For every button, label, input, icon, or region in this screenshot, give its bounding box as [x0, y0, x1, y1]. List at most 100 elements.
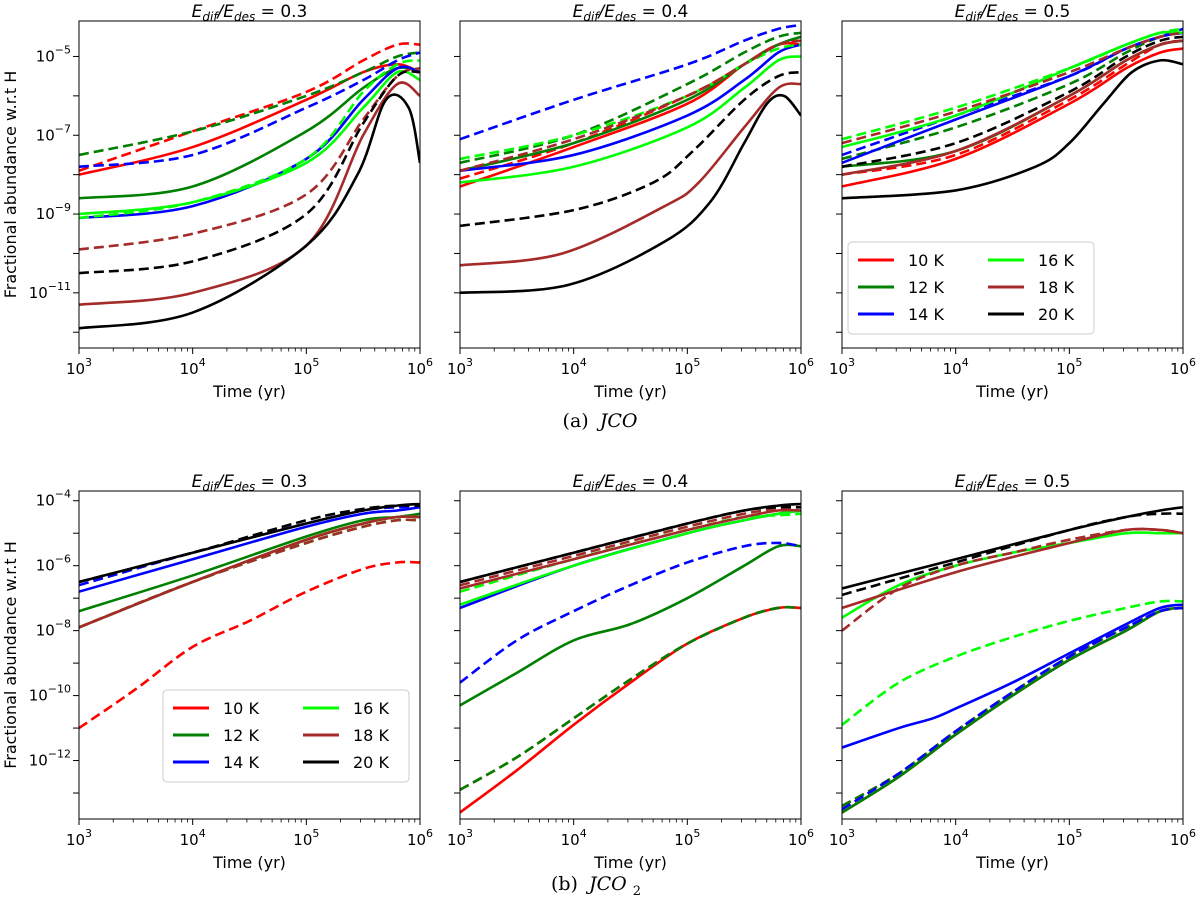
y-axis-label: Fractional abundance w.r.t H: [1, 71, 20, 299]
legend-label: 10 K: [908, 251, 944, 270]
plot-area: [460, 502, 801, 814]
x-tick-label: 105: [293, 827, 319, 849]
legend-label: 14 K: [908, 305, 944, 324]
x-axis-label: Time (yr): [212, 382, 286, 401]
caption-b-sub: 2: [633, 884, 641, 899]
series-line-20K-solid: [842, 505, 1183, 590]
series-line-20K-dashed: [842, 512, 1183, 597]
plot-area: [79, 42, 420, 330]
series-line-14K-solid: [842, 603, 1183, 749]
x-tick-label: 106: [1170, 827, 1196, 849]
x-axis-label: Time (yr): [975, 382, 1049, 401]
series-line-12K-dashed: [79, 51, 420, 157]
legend-label: 14 K: [223, 753, 259, 772]
legend-box: [162, 689, 410, 783]
series-line-14K-solid: [842, 31, 1183, 165]
plot-area: [460, 23, 801, 295]
caption-a-main: JCO: [596, 410, 638, 432]
series-line-10K-solid: [79, 63, 420, 176]
y-tick-label: 10−9: [36, 201, 71, 223]
legend: 10 K 12 K 14 K 16 K 18 K 20 K: [162, 689, 410, 783]
series-line-12K-dashed: [842, 31, 1183, 161]
caption-b-main: JCO: [585, 873, 627, 895]
chart-panel-a-3: 103 104 105 106 Time (yr) Edif/Edes = 0.5 10 K…: [829, 2, 1196, 401]
plot-area: [842, 27, 1183, 200]
axes-frame: [459, 20, 802, 349]
caption-b: (b) JCO 2: [551, 873, 641, 899]
x-tick-label: 105: [674, 356, 700, 378]
series-line-16K-dashed: [460, 512, 801, 593]
series-line-18K-solid: [842, 39, 1183, 176]
x-tick-label: 105: [1056, 356, 1082, 378]
series-line-20K-solid: [842, 58, 1183, 200]
series-line-16K-dashed: [842, 599, 1183, 726]
x-tick-label: 103: [66, 356, 92, 378]
series-line-20K-dashed: [460, 505, 801, 584]
caption-b-prefix: (b): [551, 873, 578, 895]
series-line-16K-dashed: [842, 27, 1183, 141]
x-tick-label: 104: [943, 356, 969, 378]
series-line-16K-solid: [842, 531, 1183, 619]
y-tick-label: 10−4: [36, 488, 71, 510]
axes-frame: [78, 20, 421, 349]
series-line-10K-dashed: [79, 42, 420, 172]
x-tick-label: 105: [293, 356, 319, 378]
series-line-12K-solid: [842, 606, 1183, 814]
x-tick-label: 103: [829, 827, 855, 849]
chart-title: Edif/Edes = 0.5: [955, 472, 1071, 494]
x-axis-label: Time (yr): [212, 853, 286, 872]
x-tick-label: 106: [407, 356, 433, 378]
series-line-18K-solid: [79, 81, 420, 306]
series-line-18K-dashed: [842, 31, 1183, 145]
series-line-18K-dashed: [79, 518, 420, 629]
series-line-20K-dashed: [842, 35, 1183, 169]
chart-panel-b-2: 103 104 105 106 Time (yr) Edif/Edes = 0.4: [447, 472, 814, 872]
legend-label: 16 K: [353, 699, 389, 718]
series-line-10K-dashed: [842, 39, 1183, 176]
series-line-14K-dashed: [460, 23, 801, 141]
chart-panel-b-1: 103 104 105 106 10−12 10−10 10−8 10−6 10−4 Time (…: [1, 472, 433, 872]
x-tick-label: 103: [447, 356, 473, 378]
series-line-14K-solid: [460, 509, 801, 610]
series-line-12K-dashed: [79, 518, 420, 629]
series-line-20K-dashed: [460, 70, 801, 228]
series-line-18K-solid: [460, 82, 801, 267]
chart-panel-b-3: 103 104 105 106 Time (yr) Edif/Edes = 0.5: [829, 472, 1196, 872]
series-line-16K-dashed: [79, 59, 420, 220]
x-tick-label: 104: [561, 356, 587, 378]
x-tick-label: 106: [407, 827, 433, 849]
series-line-12K-solid: [460, 543, 801, 707]
x-tick-label: 105: [1056, 827, 1082, 849]
x-axis-label: Time (yr): [975, 853, 1049, 872]
x-tick-label: 103: [447, 827, 473, 849]
series-line-14K-solid: [460, 43, 801, 172]
series-line-10K-solid: [79, 515, 420, 629]
series-line-20K-solid: [79, 502, 420, 584]
series-line-16K-solid: [460, 55, 801, 184]
series-line-14K-solid: [79, 65, 420, 220]
axes-frame: [78, 490, 421, 820]
series-line-16K-solid: [79, 515, 420, 629]
y-tick-label: 10−6: [36, 553, 71, 575]
legend-label: 12 K: [223, 726, 259, 745]
series-line-10K-solid: [460, 605, 801, 814]
series-line-14K-dashed: [79, 51, 420, 169]
x-tick-label: 103: [829, 356, 855, 378]
series-line-10K-dashed: [460, 605, 801, 791]
y-tick-label: 10−12: [29, 748, 71, 770]
series-line-14K-dashed: [842, 606, 1183, 811]
series-line-12K-dashed: [460, 605, 801, 791]
x-axis-label: Time (yr): [593, 853, 667, 872]
x-tick-label: 104: [943, 827, 969, 849]
chart-title: Edif/Edes = 0.5: [955, 2, 1071, 24]
series-line-20K-solid: [79, 93, 420, 330]
caption-a: (a) JCO: [563, 410, 638, 432]
series-line-18K-solid: [460, 508, 801, 590]
chart-panel-a-1: 103 104 105 106 10−11 10−9 10−7 10−5 Time (yr) Fr…: [1, 2, 433, 401]
x-tick-label: 104: [180, 356, 206, 378]
axes-frame: [459, 490, 802, 820]
chart-title: Edif/Edes = 0.4: [573, 2, 689, 24]
chart-title: Edif/Edes = 0.3: [192, 2, 308, 24]
x-tick-label: 104: [561, 827, 587, 849]
